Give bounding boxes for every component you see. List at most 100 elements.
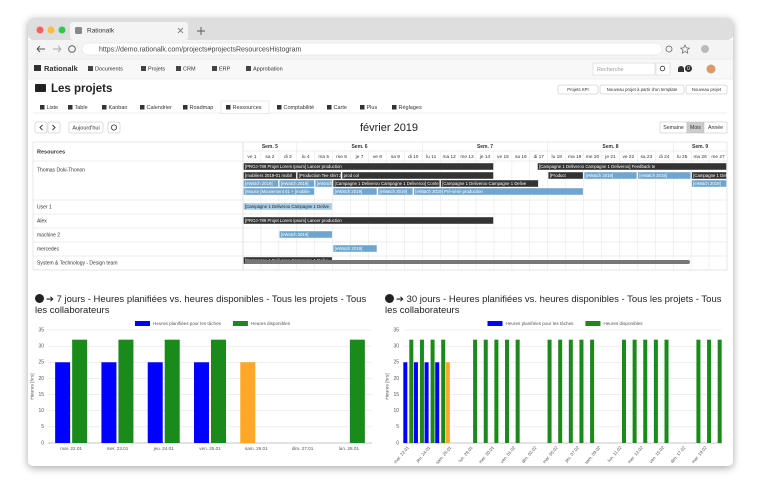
search-input[interactable] bbox=[592, 62, 656, 76]
refresh-button[interactable] bbox=[107, 121, 121, 134]
event[interactable]: [Campagne 1 Deliveroo bbox=[691, 172, 739, 179]
reload[interactable] bbox=[68, 45, 76, 53]
action-button[interactable] bbox=[685, 84, 728, 95]
event[interactable]: [eWatch 2019] bbox=[315, 180, 344, 187]
event[interactable]: [eWatch 2019] bbox=[691, 180, 727, 187]
menu-item[interactable]: Documents bbox=[95, 66, 123, 72]
tab[interactable] bbox=[70, 22, 188, 40]
address-bar[interactable] bbox=[81, 42, 663, 56]
briefcase-icon bbox=[35, 84, 46, 92]
event[interactable]: [eWatch 2019] bbox=[584, 172, 637, 179]
day-label: di 17 bbox=[534, 154, 545, 160]
action-label: Projets KPI bbox=[567, 87, 589, 92]
y-tick-label: 5 bbox=[41, 424, 44, 430]
event[interactable]: [Product bbox=[548, 172, 584, 179]
event[interactable]: [eWatch 2019] bbox=[279, 231, 333, 238]
event[interactable]: [eWatch 2019] bbox=[243, 180, 279, 187]
forward[interactable] bbox=[53, 45, 62, 53]
today-button[interactable] bbox=[68, 121, 104, 134]
brain-icon bbox=[385, 294, 394, 303]
tab[interactable]: Liste bbox=[47, 105, 59, 111]
profile[interactable] bbox=[701, 45, 709, 53]
day-label: je 21 bbox=[604, 154, 616, 160]
day-label: lu 25 bbox=[677, 154, 688, 160]
action-button[interactable] bbox=[599, 84, 685, 95]
event[interactable]: [Campagne 1 Deliveroo Campagne 1 Deliver… bbox=[537, 163, 727, 170]
event[interactable]: [eWatch 2019] bbox=[333, 245, 377, 252]
event-bar bbox=[377, 188, 413, 195]
tab[interactable]: Plus bbox=[367, 105, 378, 111]
avatar[interactable] bbox=[706, 64, 716, 74]
tab[interactable]: Réglages bbox=[399, 105, 422, 111]
zoom[interactable] bbox=[665, 45, 673, 53]
event[interactable]: [Production Tee shirt 24 bbox=[297, 172, 344, 179]
tab-icon bbox=[140, 105, 145, 110]
next-button[interactable] bbox=[47, 121, 61, 134]
x-tick-label: lun. 28.01 bbox=[339, 446, 360, 451]
bookmark[interactable] bbox=[679, 44, 691, 54]
day-label: me 13 bbox=[460, 154, 474, 160]
tab-icon bbox=[277, 105, 282, 110]
tab[interactable]: Comptabilité bbox=[284, 105, 315, 111]
tab-icon bbox=[40, 105, 45, 110]
brand[interactable]: Rationalk bbox=[44, 64, 79, 73]
search-placeholder: Recherche bbox=[597, 67, 624, 73]
event[interactable]: [eWatch 2019] bbox=[637, 172, 691, 179]
event[interactable]: [eWatch 2019] bbox=[377, 188, 413, 195]
favicon bbox=[75, 27, 82, 34]
event-label: [eWatch 2019] bbox=[245, 181, 273, 186]
scrollbar[interactable] bbox=[245, 260, 690, 264]
event[interactable]: [eWatch 2019] bbox=[279, 180, 315, 187]
menu-item[interactable]: Projets bbox=[148, 66, 165, 72]
tab[interactable]: Carte bbox=[334, 105, 347, 111]
tab[interactable]: Calendrier bbox=[147, 105, 173, 111]
tab[interactable]: Table bbox=[75, 105, 88, 111]
day-label: di 10 bbox=[408, 154, 419, 160]
day-label: me 27 bbox=[711, 154, 725, 160]
event-label: [eWatch 2019] bbox=[281, 232, 309, 237]
event[interactable]: [mobiliers 2019-01 mobil bbox=[243, 172, 297, 179]
event[interactable]: [Mouse [Mouvement 51 + [mobilie bbox=[243, 188, 315, 195]
back[interactable] bbox=[36, 45, 45, 53]
event[interactable]: [Campagne 1 Deliveroo Campagne 1 Delive bbox=[243, 203, 333, 210]
event[interactable]: [Campagne 1 Deliveroo Campagne 1 Deliver… bbox=[333, 180, 440, 187]
event-label: [Mouse [Mouvement 51 + [mobilie bbox=[245, 189, 310, 194]
y-axis-label: Heures [hrs] bbox=[29, 373, 35, 399]
minimize[interactable] bbox=[47, 26, 55, 34]
menu-item[interactable]: ERP bbox=[219, 66, 231, 72]
chart-title-text: ➔ 30 jours - Heures planifiées vs. heure… bbox=[385, 294, 722, 316]
y-axis-label: Heures [hrs] bbox=[384, 373, 390, 399]
event-bar bbox=[243, 203, 333, 210]
event[interactable]: [PROJ-789 Projet Lorem Ipsum] Lancer pro… bbox=[243, 163, 494, 170]
event[interactable]: [PROJ-789 Projet Lorem Ipsum] Lancer pro… bbox=[243, 217, 494, 224]
tab[interactable]: Kanban bbox=[109, 105, 128, 111]
bell[interactable] bbox=[678, 66, 684, 72]
prev-button[interactable] bbox=[34, 121, 48, 134]
new-tab[interactable] bbox=[197, 27, 205, 35]
week-label: Sem. 5 bbox=[262, 144, 278, 150]
action-button[interactable] bbox=[557, 84, 599, 95]
event[interactable]: [eWatch 2019] bbox=[333, 188, 377, 195]
tab[interactable]: Ressources bbox=[233, 105, 262, 111]
event[interactable]: prod col bbox=[342, 172, 494, 179]
y-tick-label: 20 bbox=[38, 376, 44, 382]
chart-title: ➔ 30 jours - Heures planifiées vs. heure… bbox=[385, 294, 725, 316]
x-tick-label: sam. 26.01 bbox=[245, 446, 268, 451]
event-bar bbox=[584, 172, 637, 179]
tab[interactable]: Roadmap bbox=[190, 105, 214, 111]
search-button[interactable] bbox=[655, 62, 671, 76]
page-title: Les projets bbox=[51, 83, 112, 95]
menu-item[interactable]: Approbation bbox=[253, 66, 283, 72]
close[interactable] bbox=[36, 26, 44, 34]
event[interactable]: [Campagne 1 Deliveroo Campagne 1 Delive bbox=[440, 180, 539, 187]
maximize[interactable] bbox=[58, 26, 66, 34]
event[interactable]: [eWatch 2019] Pré-série production bbox=[413, 188, 584, 195]
menu-icon bbox=[176, 66, 181, 71]
bar bbox=[194, 362, 209, 443]
bar bbox=[568, 339, 573, 443]
menu-item[interactable]: CRM bbox=[183, 66, 196, 72]
view-button[interactable] bbox=[703, 121, 728, 134]
y-tick-label: 15 bbox=[38, 392, 44, 398]
tab-close[interactable] bbox=[177, 27, 184, 34]
